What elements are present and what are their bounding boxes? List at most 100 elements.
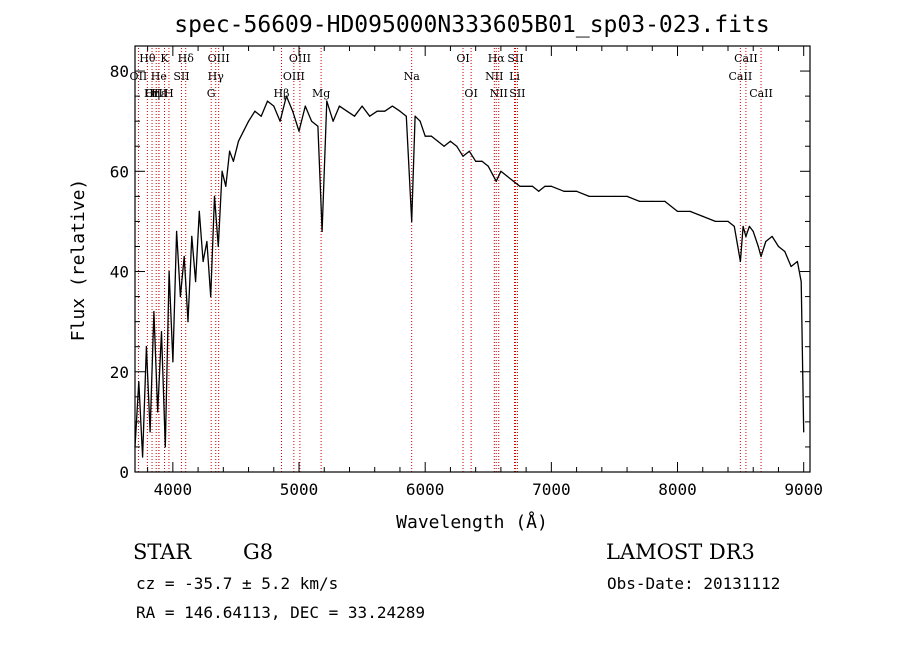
spectrum-point-34: [279, 120, 281, 122]
line-marker-label-12: G: [207, 87, 216, 100]
spectrum-point-9: [168, 270, 170, 273]
spectrum-chart: spec-56609-HD095000N333605B01_sp03-023.f…: [68, 12, 823, 533]
spectrum-point-57: [424, 135, 426, 137]
line-marker-label-25: SII: [509, 87, 525, 100]
spectrum-point-15: [191, 235, 193, 238]
spectrum-point-29: [247, 120, 250, 122]
coordinates: RA = 146.64113, DEC = 33.24289: [136, 603, 425, 622]
spectrum-point-39: [311, 120, 313, 122]
spectrum-point-66: [481, 160, 483, 162]
spectrum-point-24: [225, 185, 227, 187]
spectrum-point-10: [172, 361, 174, 363]
line-marker-label-17: Na: [404, 70, 421, 83]
spectrum-point-26: [232, 160, 235, 162]
spectrum-point-45: [346, 110, 348, 112]
spectrum-point-19: [206, 240, 208, 243]
spectrum-point-91: [727, 220, 729, 223]
spectrum-point-86: [664, 200, 666, 202]
line-marker-label-23: SII: [507, 52, 523, 65]
spectrum-point-55: [414, 115, 416, 117]
y-axis-label: Flux (relative): [68, 179, 89, 342]
spectrum-point-53: [405, 115, 407, 117]
spectrum-point-102: [777, 245, 780, 248]
spectrum-point-105: [796, 260, 798, 263]
spectrum-point-21: [213, 195, 216, 197]
line-marker-label-10: OIII: [208, 52, 230, 65]
x-tick-label-6000: 6000: [406, 480, 445, 499]
spectrum-point-106: [800, 280, 802, 283]
line-marker-label-26: CaII: [734, 52, 758, 65]
y-tick-label-60: 60: [110, 162, 129, 181]
line-marker-label-24: Li: [509, 70, 520, 83]
spectrum-point-23: [221, 170, 223, 172]
spectrum-point-2: [141, 456, 144, 458]
spectrum-point-70: [506, 175, 508, 177]
spectrum-point-72: [519, 185, 521, 187]
line-marker-label-28: CaII: [749, 87, 773, 100]
spectrum-point-107: [803, 431, 805, 433]
spectrum-point-33: [273, 105, 275, 107]
spectrum-point-40: [317, 125, 319, 127]
spectrum-point-87: [676, 210, 679, 212]
chart-title: spec-56609-HD095000N333605B01_sp03-023.f…: [174, 12, 769, 38]
spectrum-point-99: [760, 255, 762, 258]
object-class: STAR: [133, 540, 192, 564]
x-tick-label-7000: 7000: [532, 480, 571, 499]
spectrum-point-74: [531, 185, 534, 187]
y-tick-label-0: 0: [119, 463, 129, 482]
spectrum-point-8: [164, 446, 166, 448]
spectrum-point-96: [748, 225, 751, 228]
spectrum-point-42: [326, 100, 328, 102]
line-marker-label-9: Hδ: [178, 52, 195, 65]
object-subclass: G8: [243, 540, 274, 564]
spectrum-point-67: [487, 165, 489, 167]
spectrum-point-16: [194, 280, 197, 283]
line-marker-label-16: Mg: [312, 87, 330, 100]
spectrum-point-28: [242, 130, 245, 132]
spectrum-point-82: [613, 195, 616, 197]
spectrum-point-38: [304, 105, 306, 107]
spectrum-point-31: [260, 115, 262, 117]
survey-label: LAMOST DR3: [606, 540, 755, 564]
spectrum-point-80: [588, 195, 590, 197]
spectrum-point-20: [210, 295, 212, 298]
x-tick-label-9000: 9000: [784, 480, 823, 499]
spectrum-point-85: [651, 200, 653, 202]
spectrum-point-60: [443, 145, 445, 147]
spectrum-point-81: [601, 195, 603, 197]
spectrum-point-36: [292, 110, 294, 112]
line-marker-label-20: Hα: [488, 52, 506, 65]
x-tick-label-4000: 4000: [154, 480, 193, 499]
spectrum-point-48: [369, 115, 371, 117]
spectrum-point-4: [149, 431, 151, 433]
spectrum-point-49: [376, 110, 378, 112]
spectrum-point-5: [153, 311, 155, 313]
spectrum-point-6: [157, 411, 159, 413]
series-layer: [134, 95, 805, 458]
y-tick-label-20: 20: [110, 363, 129, 382]
spectrum-point-52: [399, 110, 401, 112]
spectrum-point-44: [338, 105, 340, 107]
spectrum-point-65: [475, 160, 477, 162]
spectrum-point-41: [321, 230, 323, 233]
spectrum-point-46: [353, 115, 356, 117]
spectrum-point-90: [714, 220, 716, 223]
obs-date: Obs-Date: 20131112: [607, 574, 781, 593]
spectrum-point-77: [550, 185, 552, 187]
line-marker-label-1: OII: [130, 70, 148, 83]
spectrum-point-13: [183, 255, 185, 258]
spectrum-point-58: [430, 135, 433, 137]
spectrum-point-69: [500, 170, 502, 172]
spectrum-point-11: [176, 230, 178, 233]
spectrum-line-0: [134, 95, 805, 458]
spectrum-point-97: [752, 230, 754, 233]
spectrum-point-98: [757, 245, 759, 248]
line-marker-label-5: K: [160, 52, 169, 65]
spectrum-point-104: [790, 265, 792, 268]
spectrum-point-3: [145, 346, 147, 348]
spectrum-point-22: [217, 245, 219, 248]
spectrum-point-68: [495, 180, 497, 182]
spectrum-point-37: [298, 130, 300, 132]
x-tick-label-8000: 8000: [658, 480, 697, 499]
